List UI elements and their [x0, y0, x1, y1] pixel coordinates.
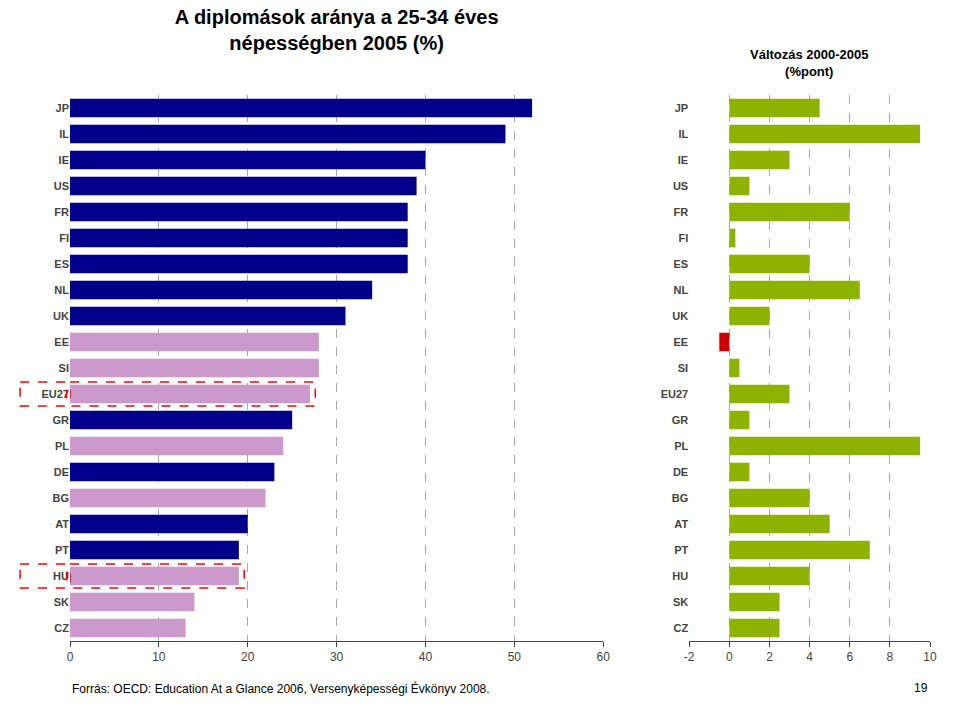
svg-text:GR: GR	[53, 414, 70, 426]
svg-text:CZ: CZ	[54, 622, 69, 634]
svg-text:AT: AT	[674, 518, 688, 530]
svg-text:2: 2	[766, 650, 773, 664]
svg-text:IE: IE	[678, 154, 688, 166]
svg-text:BG: BG	[672, 492, 689, 504]
svg-text:HU: HU	[53, 570, 69, 582]
svg-text:UK: UK	[53, 310, 69, 322]
svg-text:EE: EE	[674, 336, 689, 348]
svg-text:ES: ES	[54, 258, 69, 270]
svg-text:SK: SK	[54, 596, 69, 608]
svg-text:Változás 2000-2005(%pont): Változás 2000-2005(%pont)	[750, 47, 869, 79]
svg-text:PT: PT	[674, 544, 688, 556]
svg-text:4: 4	[806, 650, 813, 664]
svg-text:US: US	[673, 180, 688, 192]
svg-text:US: US	[54, 180, 69, 192]
svg-text:EU27: EU27	[41, 388, 69, 400]
svg-text:8: 8	[887, 650, 894, 664]
svg-text:PL: PL	[674, 440, 688, 452]
svg-text:Forrás: OECD: Education At a G: Forrás: OECD: Education At a Glance 2006…	[72, 681, 490, 696]
svg-text:0: 0	[67, 650, 74, 664]
svg-text:60: 60	[597, 650, 611, 664]
svg-text:CZ: CZ	[674, 622, 689, 634]
svg-text:50: 50	[508, 650, 522, 664]
svg-text:-2: -2	[684, 650, 695, 664]
svg-text:IL: IL	[678, 128, 688, 140]
svg-text:SI: SI	[59, 362, 69, 374]
svg-text:PL: PL	[55, 440, 69, 452]
svg-text:30: 30	[330, 650, 344, 664]
svg-text:0: 0	[726, 650, 733, 664]
svg-text:HU: HU	[672, 570, 688, 582]
svg-text:EE: EE	[54, 336, 69, 348]
svg-text:BG: BG	[53, 492, 70, 504]
svg-text:FI: FI	[678, 232, 688, 244]
svg-text:NL: NL	[674, 284, 689, 296]
svg-text:40: 40	[419, 650, 433, 664]
svg-text:DE: DE	[54, 466, 69, 478]
svg-text:6: 6	[846, 650, 853, 664]
svg-text:FI: FI	[59, 232, 69, 244]
svg-text:10: 10	[923, 650, 937, 664]
svg-text:ES: ES	[674, 258, 689, 270]
svg-text:SK: SK	[673, 596, 688, 608]
svg-text:10: 10	[152, 650, 166, 664]
svg-text:SI: SI	[678, 362, 688, 374]
svg-text:IL: IL	[59, 128, 69, 140]
svg-text:FR: FR	[674, 206, 689, 218]
svg-text:JP: JP	[675, 102, 688, 114]
svg-text:JP: JP	[56, 102, 69, 114]
svg-text:EU27: EU27	[661, 388, 689, 400]
svg-text:NL: NL	[54, 284, 69, 296]
svg-text:IE: IE	[59, 154, 69, 166]
svg-text:UK: UK	[672, 310, 688, 322]
svg-text:DE: DE	[673, 466, 688, 478]
svg-text:GR: GR	[672, 414, 689, 426]
svg-text:PT: PT	[55, 544, 69, 556]
svg-text:19: 19	[914, 681, 928, 695]
svg-text:20: 20	[241, 650, 255, 664]
svg-text:A diplomások aránya a 25-34 év: A diplomások aránya a 25-34 évesnépesség…	[175, 6, 499, 54]
svg-text:AT: AT	[55, 518, 69, 530]
svg-text:FR: FR	[54, 206, 69, 218]
